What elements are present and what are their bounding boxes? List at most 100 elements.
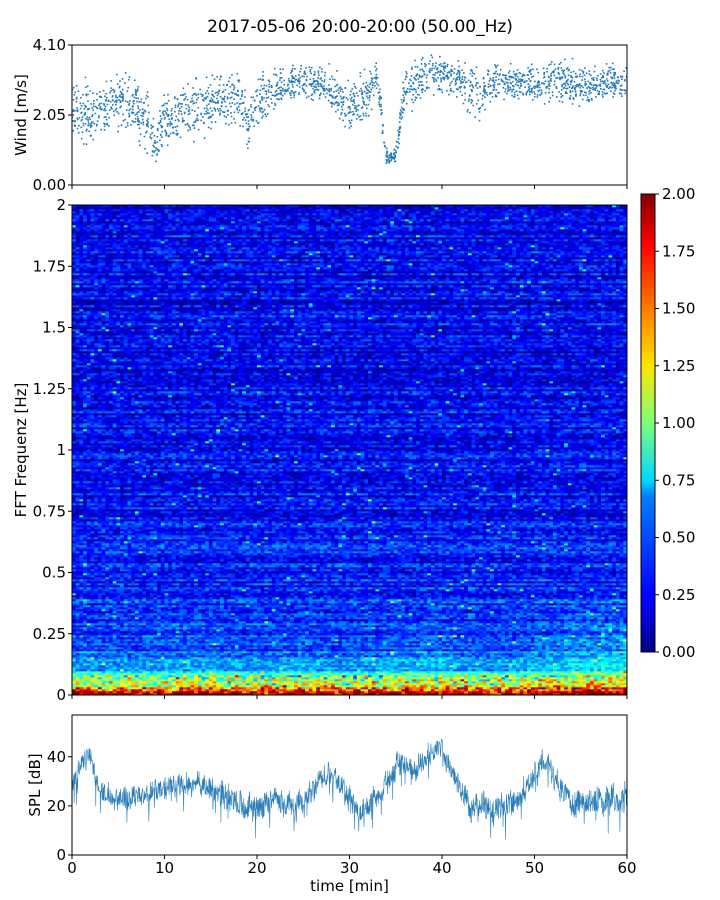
wind-point	[349, 98, 352, 100]
spectrogram-cell	[208, 679, 213, 682]
wind-point	[439, 63, 442, 65]
wind-point	[197, 106, 200, 109]
spectrogram-cell	[194, 663, 199, 666]
spectrogram-cell	[223, 683, 228, 686]
spectrogram-cell	[101, 675, 106, 678]
wind-point	[405, 93, 407, 96]
spectrogram-cell	[279, 673, 284, 676]
spectrogram-cell	[245, 669, 250, 672]
spectrogram-cell	[123, 693, 128, 696]
wind-point	[568, 68, 571, 71]
spectrogram-cell	[168, 661, 173, 664]
spectrogram-cell	[323, 685, 328, 688]
wind-point	[435, 78, 437, 81]
spectrogram-cell	[516, 669, 520, 672]
spectrogram-cell	[438, 687, 443, 690]
spectrogram-cell	[412, 687, 417, 690]
spectrogram-cell	[467, 685, 472, 688]
wind-point	[320, 84, 323, 86]
spectrogram-cell	[83, 675, 88, 678]
spectrogram-cell	[442, 665, 446, 668]
wind-point	[157, 150, 160, 153]
wind-point	[504, 82, 506, 85]
spectrogram-cell	[212, 683, 217, 686]
spectrogram-cell	[127, 657, 132, 660]
wind-point	[583, 91, 586, 93]
spectrogram-cell	[290, 693, 295, 696]
wind-point	[430, 54, 433, 56]
spectrogram-cell	[175, 693, 180, 696]
spectrogram-cell	[264, 667, 269, 670]
spectrogram-cell	[586, 663, 591, 666]
spectrogram-cell	[297, 683, 302, 686]
wind-point	[429, 71, 431, 74]
wind-point	[85, 106, 87, 108]
spectrogram-cell	[412, 663, 417, 666]
spectrogram-cell	[442, 677, 446, 680]
spectrogram-cell	[123, 661, 128, 664]
spectrogram-cell	[183, 691, 187, 694]
wind-point	[458, 72, 461, 74]
wind-point	[291, 76, 294, 78]
spectrogram-cell	[257, 665, 261, 668]
spectrogram-cell	[205, 671, 210, 674]
spectrogram-cell	[597, 685, 602, 688]
spectrogram-cell	[220, 687, 224, 690]
spectrogram-cell	[408, 683, 413, 686]
spectrogram-cell	[238, 683, 243, 686]
spectrogram-cell	[249, 693, 254, 696]
spectrogram-cell	[471, 665, 476, 668]
wind-point	[174, 106, 177, 109]
spectrogram-cell	[541, 685, 546, 688]
spectrogram-cell	[72, 665, 76, 668]
spectrogram-cell	[375, 665, 380, 668]
wind-point	[267, 79, 270, 82]
wind-point	[291, 90, 293, 92]
spectrogram-cell	[72, 691, 76, 694]
spectrogram-cell	[379, 685, 384, 688]
spectrogram-cell	[519, 679, 524, 682]
spectrogram-cell	[482, 667, 487, 670]
spectrogram-cell	[434, 691, 439, 694]
spectrogram-cell	[612, 679, 617, 682]
wind-point	[461, 81, 464, 84]
spectrogram-cell	[615, 691, 620, 694]
spectrogram-cell	[120, 689, 125, 692]
spectrogram-cell	[338, 691, 343, 694]
wind-point	[418, 81, 420, 83]
wind-point	[497, 83, 499, 86]
spectrogram-cell	[471, 661, 476, 664]
wind-point	[230, 122, 233, 124]
spectrogram-cell	[312, 669, 317, 672]
spectrogram-cell	[157, 687, 162, 690]
wind-point	[602, 82, 604, 85]
spectrogram-cell	[297, 663, 302, 666]
spectrogram-cell	[549, 693, 554, 696]
wind-point	[563, 86, 565, 89]
wind-point	[449, 84, 451, 87]
spectrogram-cell	[186, 679, 191, 682]
spectrogram-cell	[190, 685, 195, 688]
wind-point	[284, 88, 287, 91]
spectrogram-cell	[456, 687, 461, 690]
spectrogram-cell	[371, 673, 376, 676]
spectrogram-cell	[578, 679, 583, 682]
spectrogram-cell	[434, 679, 439, 682]
spectrogram-cell	[153, 657, 158, 660]
spectrogram-cell	[545, 663, 550, 666]
spectrogram-cell	[397, 673, 402, 676]
spectrogram-cell	[393, 693, 398, 696]
spectrogram-cell	[179, 679, 184, 682]
spectrogram-cell	[109, 675, 113, 678]
wind-point	[113, 114, 116, 117]
spectrogram-cell	[201, 665, 206, 668]
spectrogram-cell	[249, 665, 254, 668]
spectrogram-cell	[527, 669, 532, 672]
spectrogram-cell	[338, 665, 343, 668]
spectrogram-cell	[164, 661, 169, 664]
spectrogram-cell	[393, 691, 398, 694]
spectrogram-cell	[220, 667, 224, 670]
wind-point	[439, 55, 441, 58]
wind-point	[484, 108, 486, 111]
spectrogram-cell	[612, 669, 617, 672]
